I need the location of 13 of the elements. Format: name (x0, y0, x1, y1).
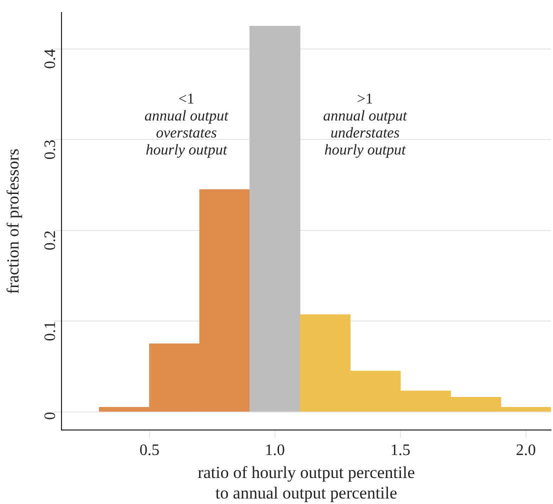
y-tick-label: 0.4 (42, 48, 59, 69)
x-tick-label: 0.5 (139, 442, 160, 459)
annotation: <1 annual output overstates hourly output (144, 92, 230, 159)
x-tick-label: 1.0 (264, 442, 285, 459)
x-tick-label: 1.5 (390, 442, 410, 459)
y-tick-label: 0.3 (42, 140, 59, 160)
y-axis-title: fraction of professors (4, 148, 23, 294)
x-tick-label: 2.0 (516, 442, 536, 459)
y-tick-label: 0.2 (42, 230, 59, 250)
y-tick-label: 0 (42, 412, 59, 420)
x-axis-title: ratio of hourly output percentile to annual output percentile (198, 462, 415, 502)
annotation: >1 annual output understates hourly output (323, 92, 408, 159)
y-tick-label: 0.1 (42, 321, 59, 342)
